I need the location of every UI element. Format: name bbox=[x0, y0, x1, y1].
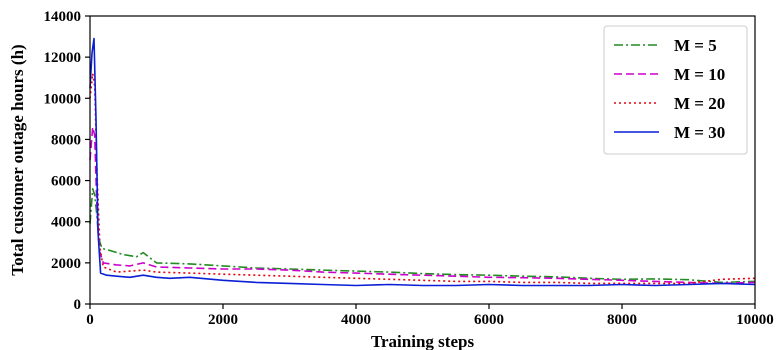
y-axis-label: Total customer outage hours (h) bbox=[8, 44, 27, 275]
plot-frame bbox=[89, 15, 756, 305]
legend-box bbox=[603, 25, 748, 155]
x-axis-label: Training steps bbox=[371, 332, 475, 350]
y-tick-label: 4000 bbox=[51, 215, 81, 231]
x-tick-label: 8000 bbox=[607, 312, 637, 328]
legend-label-1: M = 5 bbox=[674, 36, 717, 55]
legend-label-2: M = 10 bbox=[674, 65, 725, 84]
x-tick-label: 10000 bbox=[736, 312, 774, 328]
x-tick-label: 4000 bbox=[341, 312, 371, 328]
legend: M = 5 M = 10 M = 20 M = 30 bbox=[603, 25, 748, 155]
series-line-2 bbox=[89, 126, 756, 285]
x-tick-label: 6000 bbox=[474, 312, 504, 328]
series-layer bbox=[89, 37, 756, 287]
legend-label-3: M = 20 bbox=[674, 94, 725, 113]
x-tick-label: 0 bbox=[86, 312, 94, 328]
y-tick-label: 6000 bbox=[51, 174, 81, 190]
y-tick-label: 14000 bbox=[44, 9, 82, 25]
legend-label-4: M = 30 bbox=[674, 123, 725, 142]
y-tick-label: 0 bbox=[74, 297, 82, 313]
axes-layer: 0 2000 4000 6000 8000 10000 0 2000 4000 6000 8000 1… bbox=[8, 9, 774, 350]
x-tick-label: 2000 bbox=[208, 312, 238, 328]
series-line-1 bbox=[89, 188, 756, 284]
series-line-4 bbox=[89, 37, 756, 287]
y-tick-label: 10000 bbox=[44, 91, 82, 107]
y-tick-label: 12000 bbox=[44, 50, 82, 66]
y-tick-label: 8000 bbox=[51, 132, 81, 148]
y-tick-label: 2000 bbox=[51, 256, 81, 272]
